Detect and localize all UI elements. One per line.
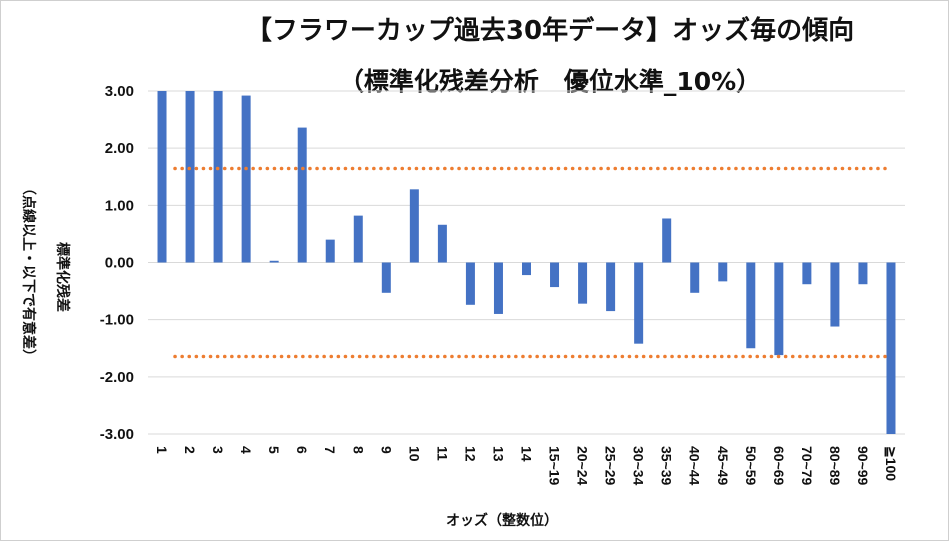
x-tick-label: 35~39 bbox=[659, 446, 675, 486]
chart-title: 【フラワーカップ過去30年データ】オッズ毎の傾向 bbox=[245, 16, 855, 46]
y-tick-label: 2.00 bbox=[105, 140, 134, 157]
x-tick-label: 3 bbox=[210, 446, 226, 454]
x-tick-label: 2 bbox=[182, 446, 198, 454]
bar-10 bbox=[409, 189, 419, 263]
bar-2 bbox=[185, 91, 195, 263]
x-tick-label: 70~79 bbox=[799, 446, 815, 486]
x-tick-label: 12 bbox=[462, 446, 478, 462]
x-tick-label: ≧100 bbox=[883, 446, 899, 481]
bar-7 bbox=[325, 239, 335, 263]
bar-25~29 bbox=[606, 262, 616, 312]
bar-45~49 bbox=[718, 262, 728, 282]
x-tick-label: 10 bbox=[406, 446, 422, 462]
x-tick-label: 5 bbox=[266, 446, 282, 454]
x-tick-label: 30~34 bbox=[631, 446, 647, 486]
bar-40~44 bbox=[690, 262, 700, 293]
x-tick-label: 45~49 bbox=[715, 446, 731, 486]
x-tick-label: 60~69 bbox=[771, 446, 787, 486]
y-axis-subtitle: （点線以上・以下で有意差） bbox=[20, 181, 37, 363]
y-tick-label: 1.00 bbox=[105, 197, 134, 214]
x-tick-label: 20~24 bbox=[575, 446, 591, 486]
bar-5 bbox=[269, 260, 279, 263]
x-tick-label: 15~19 bbox=[547, 446, 563, 486]
bar-80~89 bbox=[830, 262, 840, 327]
x-axis-title: オッズ（整数位） bbox=[446, 512, 558, 529]
y-tick-label: 0.00 bbox=[105, 255, 134, 272]
x-tick-label: 9 bbox=[378, 446, 394, 454]
x-tick-label: 6 bbox=[294, 446, 310, 454]
bar-4 bbox=[241, 95, 251, 263]
x-tick-label: 50~59 bbox=[743, 446, 759, 486]
bar-14 bbox=[522, 262, 531, 276]
bar-20~24 bbox=[578, 262, 588, 304]
x-tick-label: 25~29 bbox=[603, 446, 619, 486]
x-tick-label: 11 bbox=[434, 446, 450, 461]
bar-≧100 bbox=[886, 262, 896, 434]
y-tick-label: -2.00 bbox=[100, 369, 134, 386]
bar-3 bbox=[213, 91, 223, 263]
x-tick-label: 40~44 bbox=[687, 446, 703, 486]
y-tick-label: 3.00 bbox=[105, 83, 134, 100]
x-tick-label: 1 bbox=[154, 446, 170, 454]
bar-12 bbox=[465, 262, 475, 305]
x-tick-label: 90~99 bbox=[855, 446, 871, 486]
bar-1 bbox=[157, 91, 167, 263]
bar-15~19 bbox=[550, 262, 560, 288]
x-tick-label: 8 bbox=[350, 446, 366, 454]
bar-8 bbox=[353, 215, 363, 263]
x-tick-label: 14 bbox=[519, 446, 535, 462]
x-tick-label: 13 bbox=[490, 446, 506, 462]
bar-9 bbox=[381, 262, 391, 293]
y-axis-title: 標準化残差 bbox=[54, 242, 71, 312]
bar-50~59 bbox=[746, 262, 756, 349]
bar-13 bbox=[493, 262, 503, 314]
bar-11 bbox=[437, 224, 447, 263]
bar-30~34 bbox=[634, 262, 644, 344]
x-tick-label: 4 bbox=[238, 446, 254, 454]
bar-35~39 bbox=[662, 218, 672, 263]
bar-60~69 bbox=[774, 262, 784, 356]
bar-90~99 bbox=[858, 262, 868, 285]
x-tick-label: 7 bbox=[322, 446, 338, 454]
x-tick-label: 80~89 bbox=[827, 446, 843, 486]
y-tick-label: -1.00 bbox=[100, 312, 134, 329]
y-tick-label: -3.00 bbox=[100, 426, 134, 443]
bar-70~79 bbox=[802, 262, 812, 285]
bar-6 bbox=[297, 127, 307, 263]
